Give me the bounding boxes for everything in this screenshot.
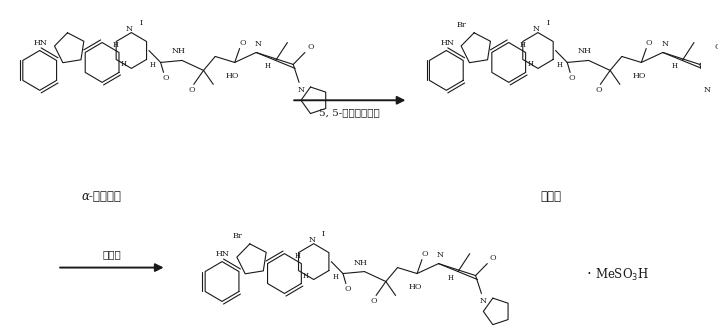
Text: ·: · bbox=[587, 267, 591, 282]
Text: H: H bbox=[527, 60, 533, 68]
Text: N: N bbox=[297, 86, 304, 94]
Text: O: O bbox=[714, 42, 718, 50]
Text: H: H bbox=[265, 62, 271, 70]
Text: I: I bbox=[139, 19, 143, 27]
Text: N: N bbox=[255, 40, 261, 47]
Text: HO: HO bbox=[633, 72, 646, 80]
Text: I: I bbox=[322, 230, 325, 238]
Text: HN: HN bbox=[34, 39, 47, 46]
Text: N: N bbox=[308, 236, 315, 244]
Text: HO: HO bbox=[226, 72, 240, 80]
Text: HN: HN bbox=[440, 39, 454, 46]
Text: H: H bbox=[447, 274, 453, 282]
Text: O: O bbox=[595, 86, 602, 94]
Text: N: N bbox=[704, 86, 711, 94]
Text: NH: NH bbox=[171, 47, 185, 55]
Text: O: O bbox=[307, 42, 314, 50]
Text: HO: HO bbox=[409, 284, 422, 291]
Text: Br: Br bbox=[457, 21, 467, 29]
Text: O: O bbox=[189, 86, 195, 94]
Text: H: H bbox=[113, 41, 118, 48]
Text: O: O bbox=[490, 254, 496, 262]
Text: α-麦角隐亭: α-麦角隐亭 bbox=[81, 190, 121, 204]
Text: N: N bbox=[661, 40, 668, 47]
Text: MeSO$_3$H: MeSO$_3$H bbox=[595, 267, 648, 283]
Text: H: H bbox=[121, 60, 126, 68]
Text: NH: NH bbox=[578, 47, 592, 55]
Text: N: N bbox=[126, 25, 133, 33]
Text: 5, 5-二溴巴比妥酸: 5, 5-二溴巴比妥酸 bbox=[320, 108, 380, 117]
Text: NH: NH bbox=[353, 259, 368, 267]
Text: H: H bbox=[295, 252, 301, 260]
Text: 甲磺酸: 甲磺酸 bbox=[103, 250, 121, 259]
Text: N: N bbox=[533, 25, 539, 33]
Text: O: O bbox=[569, 74, 575, 82]
Text: Br: Br bbox=[233, 232, 243, 240]
Text: O: O bbox=[370, 297, 378, 305]
Text: 溴隐亭: 溴隐亭 bbox=[540, 190, 561, 204]
Text: H: H bbox=[671, 62, 678, 70]
Text: HN: HN bbox=[216, 250, 230, 258]
Text: O: O bbox=[645, 39, 653, 46]
Text: H: H bbox=[519, 41, 526, 48]
Text: H: H bbox=[556, 61, 562, 69]
Text: H: H bbox=[332, 273, 338, 281]
Text: I: I bbox=[546, 19, 549, 27]
Text: N: N bbox=[437, 251, 444, 259]
Text: O: O bbox=[162, 74, 169, 82]
Text: H: H bbox=[150, 61, 156, 69]
Text: O: O bbox=[345, 286, 351, 293]
Text: O: O bbox=[421, 250, 428, 258]
Text: N: N bbox=[480, 297, 487, 305]
Text: O: O bbox=[239, 39, 246, 46]
Text: H: H bbox=[303, 272, 309, 280]
